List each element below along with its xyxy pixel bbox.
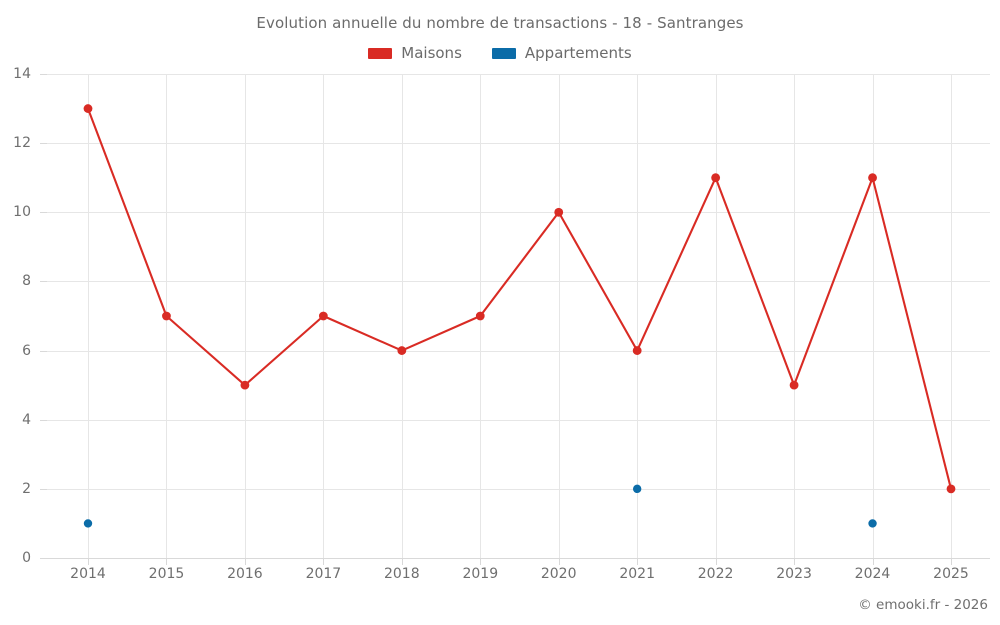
y-axis-tick-label: 14 — [13, 66, 31, 82]
legend-label-appartements: Appartements — [524, 44, 632, 62]
data-point-appartements-2021[interactable] — [632, 484, 642, 494]
x-axis-tick-label: 2023 — [776, 566, 812, 582]
y-axis-tick-label: 4 — [22, 411, 31, 428]
y-axis-tick-label: 2 — [22, 480, 31, 497]
chart-legend: Maisons Appartements — [0, 44, 1000, 62]
data-point-maisons-2021[interactable] — [632, 346, 642, 355]
x-axis-tick-label: 2019 — [462, 566, 499, 582]
y-axis-tick-label: 8 — [22, 273, 31, 290]
data-point-maisons-2022[interactable] — [711, 173, 721, 183]
chart-title: Evolution annuelle du nombre de transact… — [256, 14, 744, 32]
x-axis-tick-label: 2020 — [540, 566, 577, 582]
x-axis-tick-label: 2024 — [854, 566, 891, 582]
data-point-appartements-2024[interactable] — [868, 519, 877, 528]
data-point-maisons-2018[interactable] — [397, 346, 407, 355]
credit-text: © emooki.fr - 2026 — [858, 597, 988, 613]
x-axis-tick-label: 2016 — [227, 566, 263, 582]
legend-swatch-appartements — [491, 47, 516, 59]
legend-label-maisons: Maisons — [401, 44, 462, 62]
x-axis-tick-label: 2015 — [148, 566, 185, 582]
y-axis-tick-label: 6 — [22, 342, 31, 359]
x-axis-tick-label: 2014 — [70, 566, 106, 582]
data-point-maisons-2014[interactable] — [83, 104, 93, 113]
y-axis-labels: 0 2 4 6 8 10 12 14 — [0, 66, 40, 566]
plot-svg — [40, 74, 990, 565]
x-axis-tick-label: 2017 — [305, 566, 342, 582]
data-series — [83, 104, 956, 528]
y-axis-tick-label: 0 — [22, 550, 31, 566]
legend-item-maisons[interactable]: Maisons — [368, 44, 462, 62]
data-point-maisons-2020[interactable] — [554, 207, 564, 217]
data-point-appartements-2014[interactable] — [83, 519, 93, 528]
data-point-maisons-2019[interactable] — [475, 311, 485, 321]
plot-area — [40, 74, 990, 565]
x-axis-labels: 2014 2015 2016 2017 2018 2019 2020 2021 2022 2023… — [47, 566, 990, 592]
data-point-maisons-2025[interactable] — [946, 484, 956, 494]
y-axis-tick-label: 10 — [13, 204, 31, 221]
data-point-maisons-2017[interactable] — [318, 311, 328, 321]
data-point-maisons-2016[interactable] — [240, 380, 250, 390]
series-line-maisons — [86, 107, 953, 490]
data-point-maisons-2024[interactable] — [868, 173, 877, 183]
data-point-maisons-2015[interactable] — [162, 311, 171, 321]
x-axis-tick-label: 2025 — [933, 566, 969, 582]
x-axis-tick-label: 2021 — [619, 566, 656, 582]
legend-item-appartements[interactable]: Appartements — [491, 44, 632, 62]
y-axis-tick-label: 12 — [13, 135, 31, 152]
x-axis-tick-label: 2022 — [697, 566, 734, 582]
data-point-maisons-2023[interactable] — [789, 380, 799, 390]
x-axis-tick-label: 2018 — [383, 566, 420, 582]
axis-lines — [40, 74, 952, 565]
gridlines — [47, 74, 990, 559]
legend-swatch-maisons — [368, 47, 393, 59]
